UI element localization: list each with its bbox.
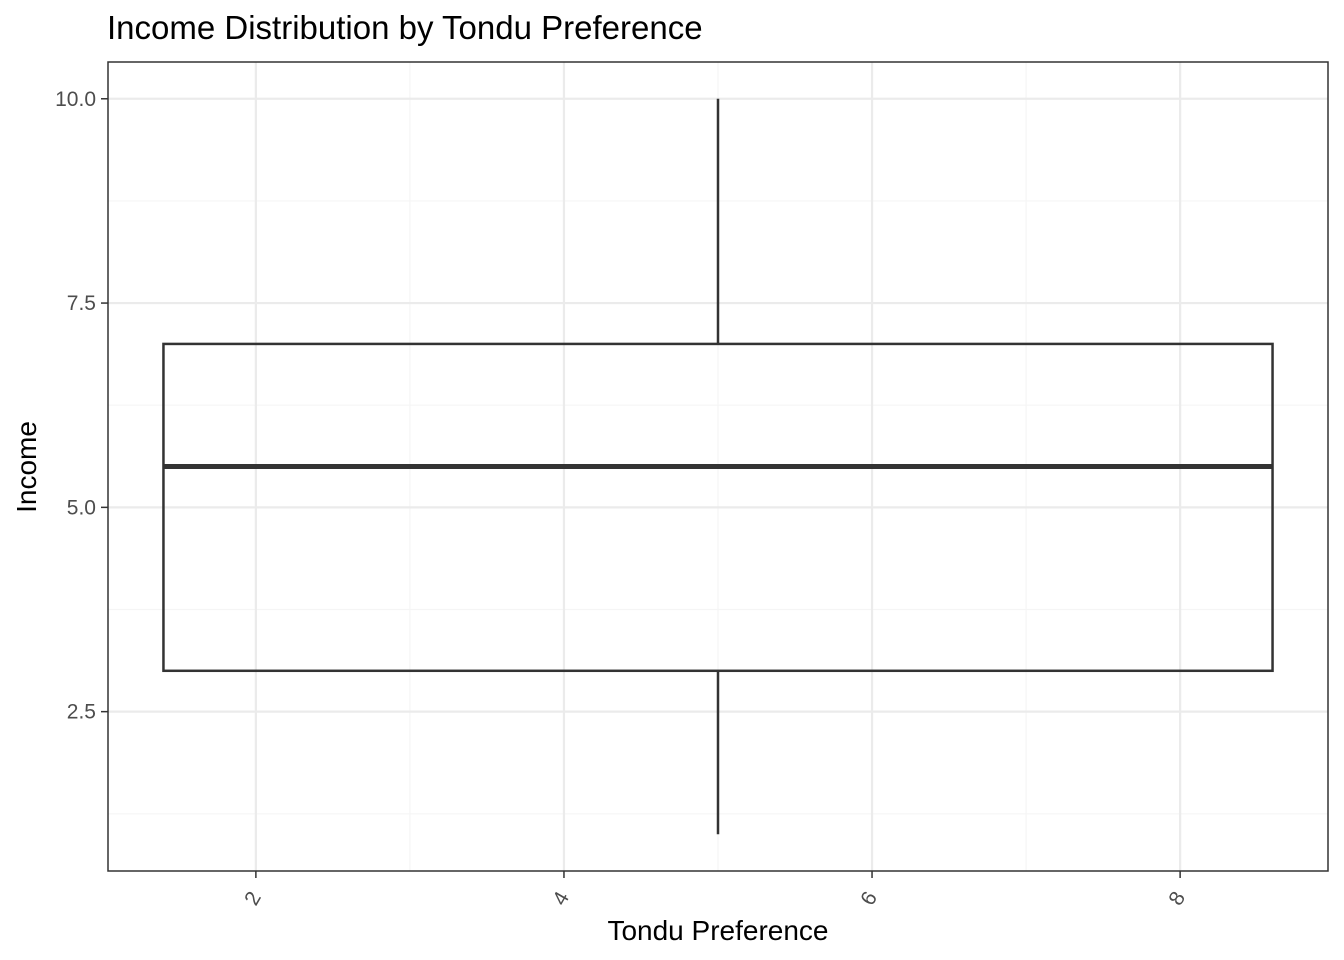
x-tick-label: 8 [1164, 888, 1190, 910]
y-tick-label: 10.0 [55, 88, 96, 111]
box-body [162, 342, 1274, 673]
chart-title: Income Distribution by Tondu Preference [107, 9, 703, 46]
x-tick-label: 4 [548, 887, 574, 909]
x-tick-label: 2 [240, 888, 266, 910]
y-tick-label: 7.5 [67, 292, 96, 315]
y-tick-label: 5.0 [67, 496, 96, 519]
y-axis-title: Income [11, 421, 42, 513]
panel-border [107, 61, 1329, 872]
box-series [162, 98, 1274, 835]
x-axis-title: Tondu Preference [607, 915, 828, 946]
x-tick-label: 6 [856, 888, 882, 910]
y-axis: 2.5 5.0 7.5 10.0 [55, 88, 108, 724]
x-axis: 2 4 6 8 [240, 871, 1190, 909]
y-tick-label: 2.5 [67, 701, 96, 724]
